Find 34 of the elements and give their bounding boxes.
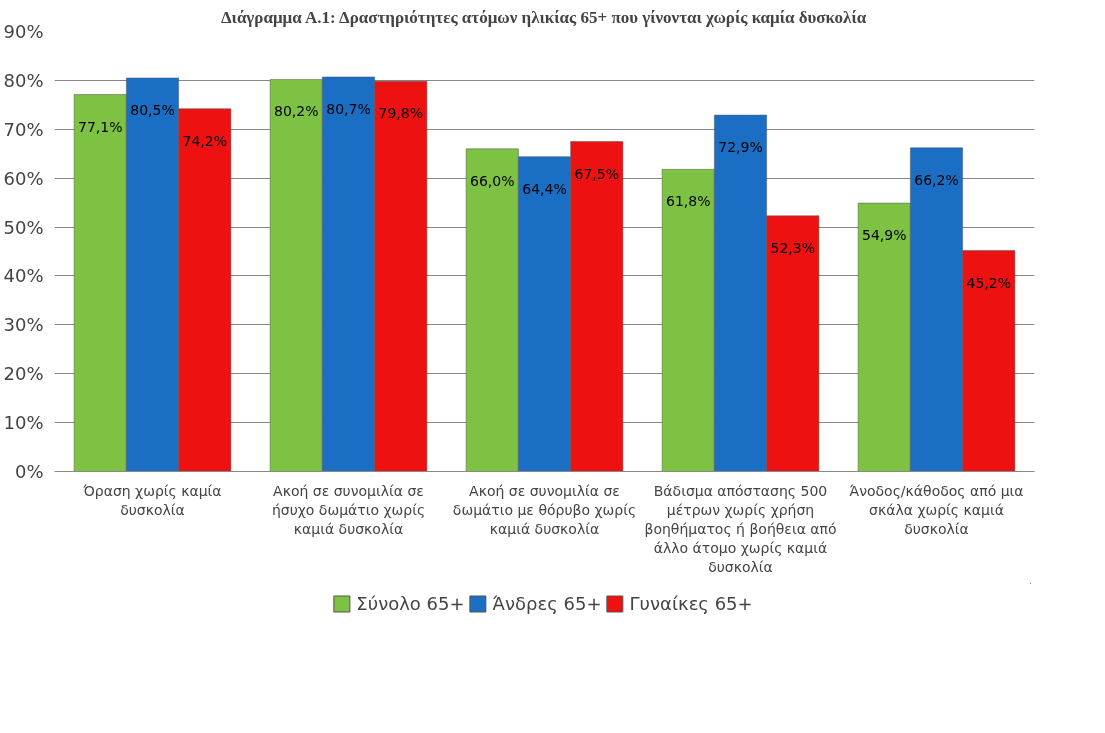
- y-tick-label: 40%: [3, 265, 44, 287]
- data-label: 80,5%: [130, 101, 175, 118]
- y-tick-label: 10%: [3, 412, 44, 434]
- x-tick-label: Όραση χωρίς καμία δυσκολία: [82, 482, 222, 518]
- data-label: 80,2%: [274, 103, 319, 120]
- data-label: 45,2%: [966, 274, 1012, 291]
- data-label: 66,2%: [914, 171, 959, 188]
- y-tick-label: 20%: [3, 363, 44, 385]
- data-label: 64,4%: [522, 180, 567, 197]
- y-tick-label: 50%: [3, 216, 44, 238]
- legend-label: Άνδρες 65+: [492, 592, 602, 614]
- data-label: 74,2%: [182, 132, 228, 149]
- data-label: 66,0%: [470, 172, 515, 189]
- y-tick-label: 70%: [3, 118, 44, 140]
- y-tick-label: 90%: [3, 21, 44, 42]
- data-label: 79,8%: [378, 105, 424, 122]
- data-label: 61,8%: [666, 193, 711, 210]
- y-tick-label: 60%: [3, 167, 44, 189]
- data-label: 77,1%: [78, 118, 123, 135]
- legend-label: Σύνολο 65+: [356, 592, 465, 614]
- y-tick-label: 0%: [14, 461, 44, 482]
- y-tick-label: 30%: [3, 314, 44, 336]
- chart-title: Διάγραμμα Α.1: Δραστηριότητες ατόμων ηλικίας 65+ που γίνονται χωρίς καμία δυσκολία: [220, 7, 867, 27]
- data-label: 72,9%: [718, 139, 763, 156]
- legend-label: Γυναίκες 65+: [629, 592, 753, 614]
- data-label: 80,7%: [326, 100, 371, 117]
- x-tick-label: Βάδισμα απόστασης 500 μέτρων χωρίς χρήση βοηθήματος ή βοήθεια από άλλο άτομο χωρίς καμιά δυσκολία: [644, 482, 837, 576]
- x-tick-label: Άνοδος/κάθοδος από μια σκάλα χωρίς καμιά δυσκολία: [849, 482, 1024, 537]
- x-tick-label: Ακοή σε συνομιλία σε ήσυχο δωμάτιο χωρίς καμιά δυσκολία: [271, 482, 426, 537]
- data-label: 54,9%: [862, 227, 907, 244]
- data-label: 67,5%: [574, 165, 620, 182]
- x-tick-label: Ακοή σε συνομιλία σε δωμάτιο με θόρυβο χωρίς καμιά δυσκολία: [452, 482, 637, 537]
- y-tick-label: 80%: [3, 69, 44, 91]
- data-label: 52,3%: [770, 239, 816, 256]
